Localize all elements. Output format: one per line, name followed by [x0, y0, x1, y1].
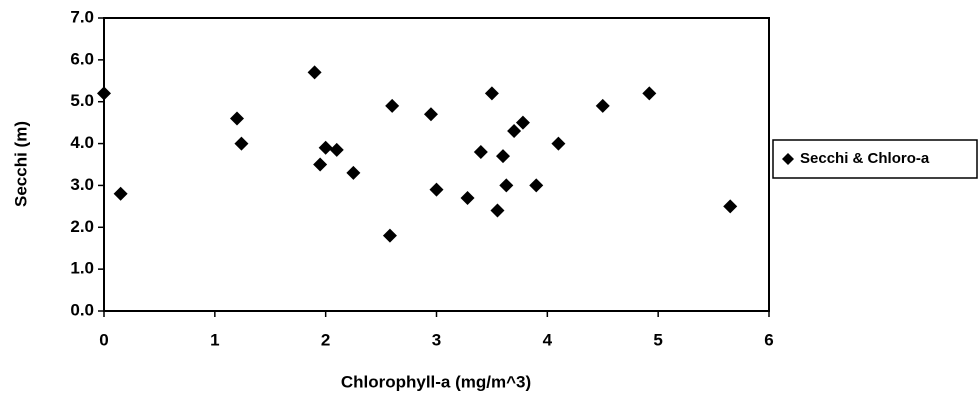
point	[595, 98, 610, 113]
point	[346, 165, 361, 180]
point	[551, 136, 566, 151]
point	[97, 86, 111, 101]
x-tick-label: 0	[99, 330, 108, 349]
y-tick-label: 5.0	[70, 91, 94, 110]
point	[473, 144, 488, 159]
point	[313, 157, 328, 172]
point	[113, 186, 128, 201]
point	[429, 182, 444, 197]
x-tick-label: 4	[543, 330, 553, 349]
point	[318, 140, 333, 155]
y-axis-title: Secchi (m)	[11, 121, 30, 207]
point	[515, 115, 530, 130]
y-tick-label: 4.0	[70, 133, 94, 152]
point	[234, 136, 249, 151]
x-axis-title: Chlorophyll-a (mg/m^3)	[341, 372, 531, 391]
legend	[772, 139, 978, 179]
point	[230, 111, 244, 126]
point	[529, 178, 544, 193]
y-tick-label: 6.0	[70, 49, 94, 68]
x-tick-label: 6	[764, 330, 773, 349]
point	[423, 107, 438, 122]
point	[329, 142, 344, 157]
legend-marker	[782, 153, 794, 165]
y-tick-label: 3.0	[70, 175, 94, 194]
x-tick-label: 3	[432, 330, 441, 349]
point	[307, 65, 322, 80]
y-tick-label: 7.0	[70, 7, 94, 26]
point	[499, 178, 514, 193]
x-tick-label: 5	[653, 330, 662, 349]
legend-label: Secchi & Chloro-a	[800, 150, 930, 167]
point	[484, 86, 499, 101]
y-tick-label: 2.0	[70, 217, 94, 236]
point	[385, 98, 400, 113]
point	[642, 86, 657, 101]
point	[507, 124, 522, 139]
y-tick-label: 1.0	[70, 259, 94, 278]
point	[382, 228, 397, 243]
y-tick-label: 0.0	[70, 300, 94, 319]
point	[496, 149, 510, 164]
x-tick-label: 2	[321, 330, 330, 349]
x-tick-label: 1	[210, 330, 219, 349]
point	[723, 199, 738, 214]
point	[460, 190, 475, 205]
point	[490, 203, 505, 218]
plot-area	[103, 17, 770, 312]
